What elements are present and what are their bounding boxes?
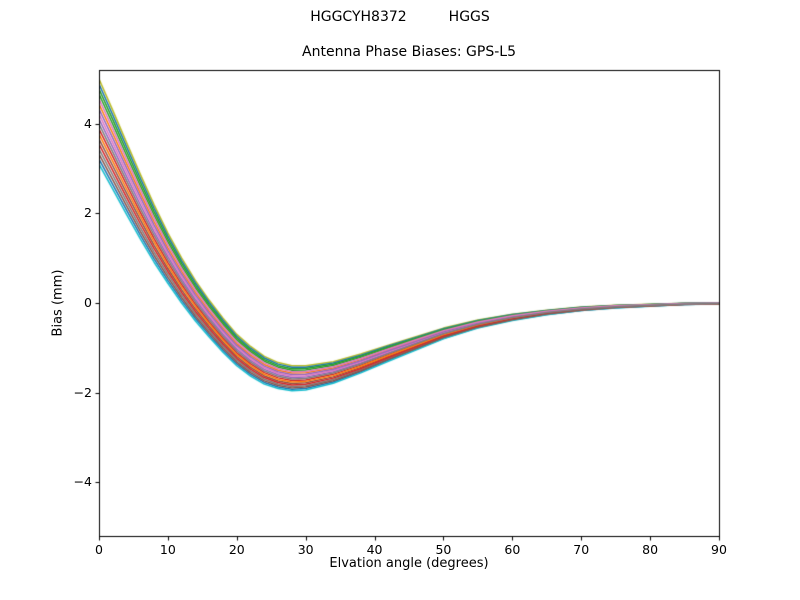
y-tick-label: −4: [73, 474, 92, 490]
x-tick-label: 70: [573, 542, 590, 557]
y-tick-label: 4: [84, 115, 92, 131]
suptitle-agency: HGGS: [448, 9, 490, 25]
y-tick-label: −2: [73, 384, 92, 400]
x-tick-label: 0: [95, 542, 103, 557]
x-tick-label: 90: [711, 542, 727, 557]
x-tick-label: 20: [228, 542, 245, 557]
x-tick-label: 60: [504, 542, 521, 557]
x-axis-label: Elvation angle (degrees): [329, 556, 489, 571]
x-tick-label: 50: [435, 542, 452, 557]
chart-title: Antenna Phase Biases: GPS-L5: [302, 44, 516, 60]
y-tick-label: 0: [84, 295, 92, 310]
suptitle-station-id: HGGCYH8372: [310, 9, 407, 25]
y-tick-label: 2: [84, 205, 92, 221]
x-tick-label: 80: [642, 542, 659, 557]
figure-suptitle: HGGCYH8372 HGGS: [0, 9, 800, 25]
x-tick-label: 30: [297, 542, 314, 557]
x-tick-label: 40: [366, 542, 383, 557]
x-tick-label: 10: [159, 542, 176, 557]
